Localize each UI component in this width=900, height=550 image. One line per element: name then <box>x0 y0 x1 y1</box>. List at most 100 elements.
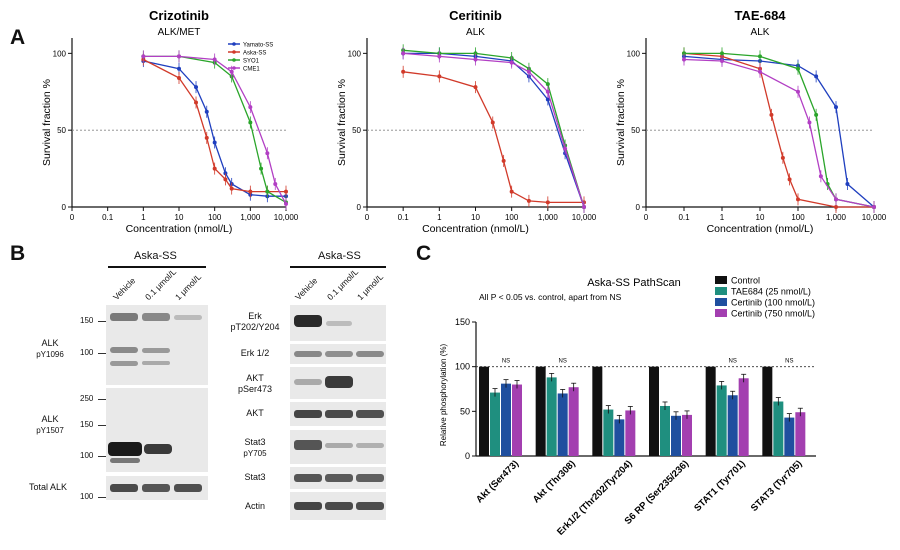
series-line-aska-ss <box>143 58 286 193</box>
data-point <box>845 181 850 186</box>
data-point <box>796 89 800 94</box>
x-axis-label: Concentration (nmol/L) <box>126 223 233 235</box>
y-tick-label: 0 <box>465 451 470 461</box>
x-tick-label: 10,000 <box>862 213 887 222</box>
data-point <box>545 97 550 102</box>
data-point <box>248 105 253 110</box>
y-tick-label: 100 <box>53 49 67 58</box>
data-point <box>229 186 234 191</box>
y-tick-label: 150 <box>455 317 470 327</box>
y-tick-label: 0 <box>636 203 641 212</box>
blot-stat3-total <box>290 467 386 489</box>
data-point <box>787 177 792 182</box>
x-tick-label: 0 <box>644 213 649 222</box>
mw-marker: 150 <box>80 316 94 325</box>
data-point <box>223 177 228 182</box>
data-point <box>265 151 270 156</box>
bar <box>512 384 522 456</box>
data-point <box>582 205 586 209</box>
legend-swatch <box>715 287 727 295</box>
data-point <box>814 74 819 79</box>
blot-right-row-4-label: AKT <box>246 408 264 418</box>
y-axis-label: Relative phosphorylation (%) <box>439 344 448 447</box>
bar <box>682 414 692 456</box>
data-point <box>212 166 217 171</box>
bar <box>603 409 614 456</box>
category-label: STAT3 (Tyr705) <box>749 458 805 514</box>
blot-right-row-7-label: Actin <box>244 501 265 511</box>
x-tick-label: 100 <box>505 213 519 222</box>
y-tick-label: 100 <box>348 49 362 58</box>
blot-actin <box>290 492 386 520</box>
panel-label-b: B <box>10 242 26 265</box>
x-axis-label: Concentration (nmol/L) <box>707 223 814 235</box>
bar <box>795 412 806 456</box>
blot-right-row-2-label: Erk 1/2 <box>240 348 270 358</box>
legend-swatch <box>715 298 727 306</box>
bar <box>660 405 670 456</box>
blot-erk-total <box>290 344 386 364</box>
legend-entry: Certinib (750 nmol/L) <box>731 309 815 319</box>
mw-tick <box>98 456 106 457</box>
series-line-yamato-ss <box>143 60 286 197</box>
data-point <box>834 205 838 209</box>
series-line-cme1 <box>403 52 585 208</box>
y-tick-label: 100 <box>627 49 641 58</box>
data-point <box>259 166 264 171</box>
data-point <box>818 174 823 179</box>
x-tick-label: 0.1 <box>398 213 410 222</box>
x-tick-label: 10,000 <box>572 213 597 222</box>
blot-right-row-3-label: AKT pSer473 <box>237 373 273 394</box>
mw-marker: 100 <box>80 492 94 501</box>
category-label: Akt (Thr308) <box>531 458 578 505</box>
bar <box>592 366 603 456</box>
mw-marker: 150 <box>80 420 94 429</box>
data-point <box>284 189 288 194</box>
x-tick-label: 0 <box>365 213 370 222</box>
x-tick-label: 10 <box>756 213 765 222</box>
mw-tick <box>98 353 106 354</box>
mw-tick <box>98 425 106 426</box>
blot-left-row-2-label: ALK pY1507 <box>36 414 64 435</box>
category-label: S6 RP (Ser235/236) <box>623 458 692 527</box>
data-point <box>834 105 838 110</box>
panel-label-c: C <box>416 242 432 265</box>
data-point <box>509 189 514 194</box>
chart-annotation: All P < 0.05 vs. control, apart from NS <box>479 292 622 302</box>
data-point <box>223 171 228 176</box>
bar <box>557 393 568 456</box>
blot-alk-py1096 <box>106 305 208 385</box>
mw-marker: 100 <box>80 348 94 357</box>
series-line-cme1 <box>143 55 287 205</box>
x-tick-label: 1 <box>437 213 442 222</box>
bar <box>716 385 727 456</box>
mw-tick <box>98 399 106 400</box>
x-tick-label: 10,000 <box>274 213 299 222</box>
data-point <box>872 205 876 209</box>
bar <box>479 366 489 456</box>
ns-label: NS <box>502 359 510 365</box>
y-axis-label: Survival fraction % <box>41 79 53 166</box>
x-tick-label: 0 <box>70 213 75 222</box>
blot-left-cell-line-rule <box>108 266 206 268</box>
mw-marker: 250 <box>80 394 94 403</box>
mw-tick <box>98 497 106 498</box>
bar <box>568 387 579 456</box>
blot-left-cell-line: Aska-SS <box>134 250 177 262</box>
mw-marker: 100 <box>80 451 94 460</box>
series-line-yamato-ss <box>683 55 875 208</box>
bar <box>727 395 738 456</box>
blot-left-row-3-label: Total ALK <box>28 482 68 492</box>
data-point <box>437 54 442 59</box>
bar <box>784 417 795 456</box>
x-tick-label: 1 <box>141 213 146 222</box>
data-point <box>194 85 199 90</box>
data-point <box>796 66 800 71</box>
blot-akt-total <box>290 402 386 426</box>
blot-right-row-5-label: Stat3 pY705 <box>243 437 267 458</box>
data-point <box>204 135 209 140</box>
chart-subtitle: ALK <box>751 27 770 38</box>
legend-entry: Yamato-SS <box>243 43 273 49</box>
